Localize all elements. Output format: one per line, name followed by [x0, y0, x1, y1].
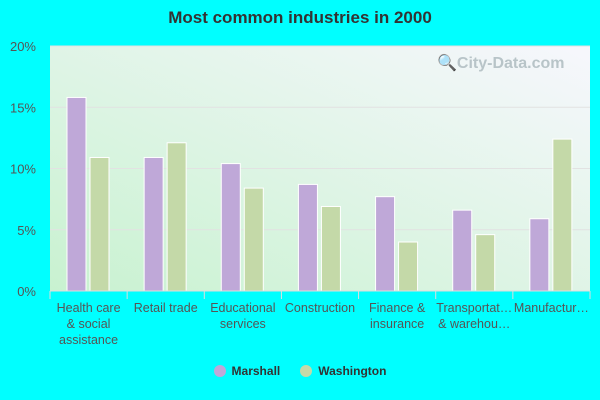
bar-marshall[interactable]: [220, 163, 241, 292]
x-tick-label: Transportat…: [436, 301, 512, 315]
x-tick-label: services: [220, 317, 266, 331]
x-tick-label: Manufactur…: [514, 301, 589, 315]
bar-washington[interactable]: [552, 138, 573, 292]
y-tick-label: 5%: [17, 223, 36, 238]
y-tick-label: 0%: [17, 284, 36, 299]
x-tick-label: Finance &: [369, 301, 426, 315]
legend-item[interactable]: Washington: [300, 364, 386, 378]
legend-label: Washington: [318, 364, 387, 378]
bar-washington[interactable]: [398, 241, 419, 292]
bar-washington[interactable]: [166, 142, 187, 292]
x-tick-label: assistance: [59, 333, 118, 347]
bar-marshall[interactable]: [143, 156, 164, 292]
bar-washington[interactable]: [89, 156, 110, 292]
y-tick-label: 15%: [10, 100, 36, 115]
x-tick-label: Health care: [57, 301, 121, 315]
y-tick-label: 20%: [10, 39, 36, 54]
chart-title: Most common industries in 2000: [168, 8, 432, 27]
bar-washington[interactable]: [243, 187, 264, 292]
x-tick-label: Retail trade: [134, 301, 198, 315]
bar-washington[interactable]: [475, 234, 496, 292]
bar-marshall[interactable]: [375, 196, 396, 292]
y-tick-label: 10%: [10, 162, 36, 177]
legend: Marshall Washington: [0, 364, 600, 380]
bar-marshall[interactable]: [297, 183, 318, 292]
legend-item[interactable]: Marshall: [213, 364, 281, 378]
bar-marshall[interactable]: [452, 209, 473, 292]
legend-label: Marshall: [231, 364, 281, 378]
x-tick-label: Educational: [210, 301, 275, 315]
x-tick-label: & warehou…: [438, 317, 510, 331]
x-tick-label: insurance: [370, 317, 424, 331]
bar-washington[interactable]: [320, 205, 341, 292]
legend-swatch: [213, 365, 226, 377]
x-tick-label: Construction: [285, 301, 355, 315]
x-tick-label: & social: [67, 317, 111, 331]
bar-marshall[interactable]: [529, 218, 550, 292]
watermark-logo: 🔍City-Data.com: [437, 55, 565, 72]
legend-swatch: [300, 365, 313, 377]
bar-marshall[interactable]: [66, 96, 87, 292]
